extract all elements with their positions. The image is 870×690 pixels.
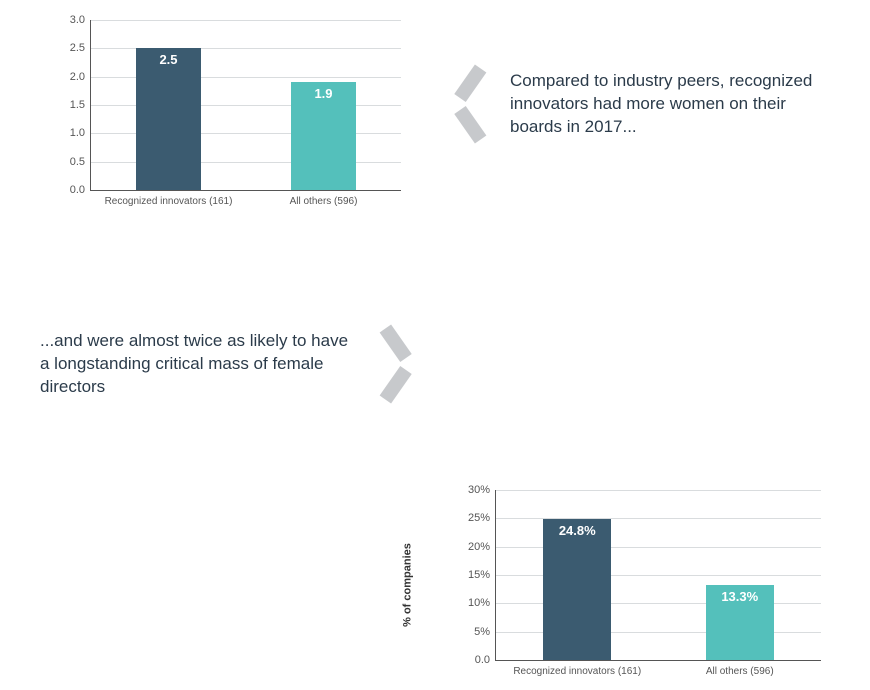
chevron-left-icon: [460, 77, 490, 131]
bar: 24.8%: [543, 519, 611, 660]
ytick-label: 10%: [468, 597, 496, 609]
chart-avg-female-directors: Average number of femaledirectors 0.00.5…: [20, 10, 420, 220]
ytick-label: 2.0: [70, 71, 91, 83]
xtick-label: Recognized innovators (161): [496, 660, 659, 677]
ytick-label: 2.5: [70, 42, 91, 54]
chart2-plot-area: 0.05%10%15%20%25%30%24.8%Recognized inno…: [495, 490, 821, 661]
ytick-label: 0.5: [70, 156, 91, 168]
ytick-label: 0.0: [475, 654, 496, 666]
gridline: [496, 490, 821, 491]
callout-1-text: Compared to industry peers, recognized i…: [510, 70, 820, 139]
ytick-label: 1.0: [70, 127, 91, 139]
bar: 1.9: [291, 82, 356, 190]
ytick-label: 5%: [474, 626, 496, 638]
xtick-label: All others (596): [246, 190, 401, 207]
ytick-label: 1.5: [70, 99, 91, 111]
chart1-plot-area: 0.00.51.01.52.02.53.02.5Recognized innov…: [90, 20, 401, 191]
bar-value-label: 13.3%: [706, 589, 774, 604]
ytick-label: 25%: [468, 512, 496, 524]
bar-value-label: 1.9: [291, 86, 356, 101]
ytick-label: 15%: [468, 569, 496, 581]
ytick-label: 20%: [468, 541, 496, 553]
chevron-right-icon: [370, 337, 400, 391]
ytick-label: 0.0: [70, 184, 91, 196]
bar: 13.3%: [706, 585, 774, 660]
chart-percent-companies: % of companies 0.05%10%15%20%25%30%24.8%…: [440, 480, 840, 690]
callout-2-text: ...and were almost twice as likely to ha…: [40, 330, 350, 399]
bar: 2.5: [136, 48, 201, 190]
callout-2: ...and were almost twice as likely to ha…: [40, 330, 420, 399]
chart2-yaxis-title: % of companies: [401, 543, 414, 627]
callout-1: Compared to industry peers, recognized i…: [460, 70, 840, 139]
xtick-label: All others (596): [659, 660, 822, 677]
bar-value-label: 24.8%: [543, 523, 611, 538]
bar-value-label: 2.5: [136, 52, 201, 67]
ytick-label: 3.0: [70, 14, 91, 26]
ytick-label: 30%: [468, 484, 496, 496]
gridline: [91, 20, 401, 21]
xtick-label: Recognized innovators (161): [91, 190, 246, 207]
